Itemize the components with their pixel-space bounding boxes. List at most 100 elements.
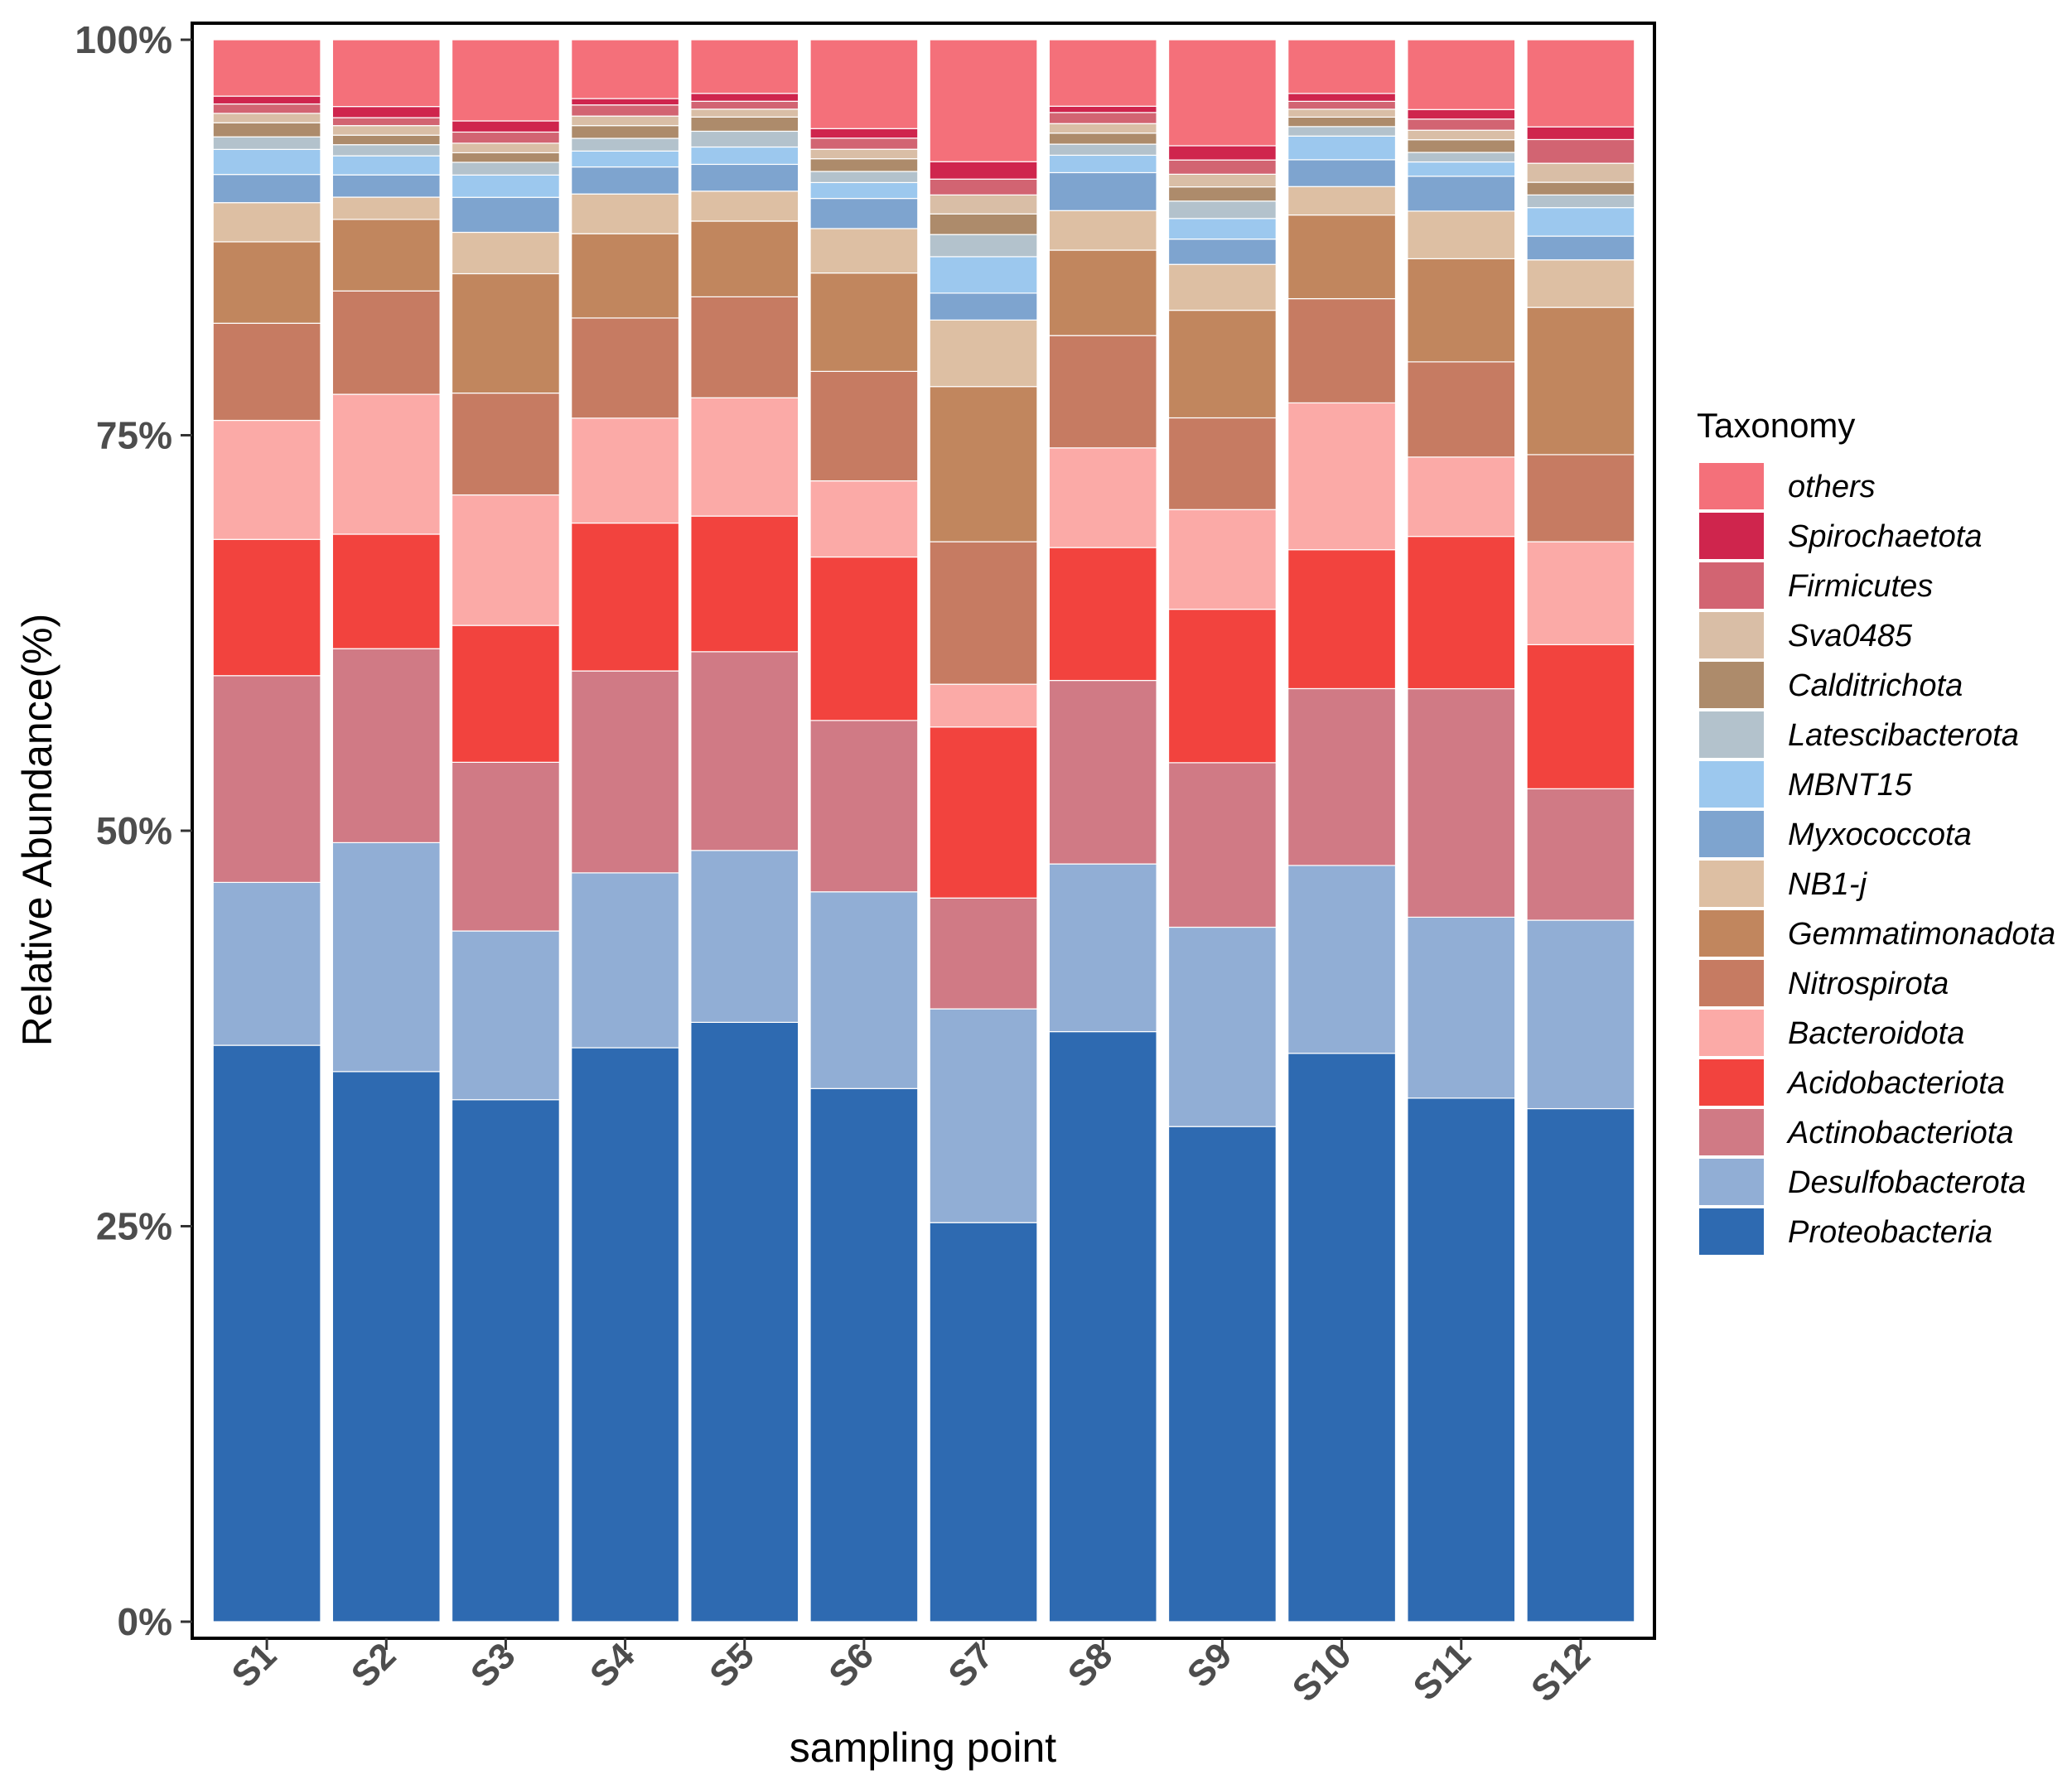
bar-segment-S9-Gemmatimonadota [1167, 310, 1277, 419]
bar-segment-S2-others [331, 39, 441, 108]
x-tick-label: S9 [1180, 1635, 1240, 1695]
legend-swatch-Myxococcota [1698, 809, 1765, 859]
legend-swatch-Calditrichota [1698, 660, 1765, 710]
bar-segment-S11-Nitrospirota [1407, 361, 1516, 458]
bar-segment-S10-Sva0485 [1287, 108, 1397, 118]
bar-segment-S12-MBNT15 [1526, 207, 1635, 237]
legend-swatch-Nitrospirota [1698, 958, 1765, 1008]
bar-segment-S3-Spirochaetota [451, 120, 560, 133]
legend-swatch-Bacteroidota [1698, 1008, 1765, 1058]
bar-segment-S6-Desulfobacterota [809, 891, 919, 1089]
bar-segment-S5-Firmicutes [690, 100, 799, 110]
bar-segment-S4-Acidobacteriota [571, 522, 680, 672]
bar-segment-S8-MBNT15 [1048, 154, 1157, 174]
bar-segment-S2-Calditrichota [331, 134, 441, 146]
bar-segment-S6-Sva0485 [809, 148, 919, 160]
legend-swatch-MBNT15 [1698, 759, 1765, 809]
bar-segment-S9-Sva0485 [1167, 173, 1277, 188]
x-tick-label: S7 [940, 1635, 1001, 1695]
bar-segment-S5-Spirochaetota [690, 93, 799, 102]
bar-segment-S9-others [1167, 39, 1277, 147]
bar-segment-S1-Calditrichota [212, 122, 321, 137]
bar-segment-S4-MBNT15 [571, 150, 680, 168]
bar-segment-S12-Firmicutes [1526, 138, 1635, 164]
bar-segment-S3-Gemmatimonadota [451, 272, 560, 394]
bar-segment-S11-others [1407, 39, 1516, 110]
x-tick-label: S10 [1285, 1635, 1360, 1709]
bar-segment-S4-Calditrichota [571, 125, 680, 139]
bar-segment-S9-NB1-j [1167, 263, 1277, 311]
bar-segment-S12-Myxococcota [1526, 235, 1635, 261]
bar-segment-S1-Sva0485 [212, 113, 321, 123]
bar-segment-S8-Myxococcota [1048, 171, 1157, 211]
bar-segment-S8-Calditrichota [1048, 133, 1157, 145]
bar-segment-S6-NB1-j [809, 228, 919, 274]
bar-segment-S12-Calditrichota [1526, 181, 1635, 195]
bar-segment-S4-others [571, 39, 680, 99]
bar-segment-S3-Acidobacteriota [451, 624, 560, 763]
legend-label-Bacteroidota: Bacteroidota [1788, 1016, 1964, 1051]
y-tick-label: 50% [96, 809, 172, 852]
y-tick-label: 75% [96, 414, 172, 457]
legend-swatch-Acidobacteriota [1698, 1058, 1765, 1107]
bar-segment-S3-Actinobacteriota [451, 761, 560, 932]
bar-segment-S6-Firmicutes [809, 137, 919, 150]
bar-segment-S12-Sva0485 [1526, 162, 1635, 183]
y-axis-title: Relative Abundance(%) [14, 614, 60, 1047]
bar-segment-S11-Myxococcota [1407, 176, 1516, 212]
bar-segment-S7-Actinobacteriota [929, 897, 1038, 1010]
bar-segment-S3-Myxococcota [451, 196, 560, 234]
bar-segment-S4-Sva0485 [571, 115, 680, 127]
bar-segment-S10-Calditrichota [1287, 116, 1397, 128]
legend-label-Proteobacteria: Proteobacteria [1788, 1215, 1992, 1250]
legend-label-NB1-j: NB1-j [1788, 867, 1868, 902]
bar-segment-S10-Desulfobacterota [1287, 865, 1397, 1054]
bar-segment-S9-MBNT15 [1167, 218, 1277, 240]
bar-segment-S4-Latescibacterota [571, 137, 680, 152]
bar-segment-S4-Spirochaetota [571, 98, 680, 106]
legend-label-Latescibacterota: Latescibacterota [1788, 718, 2019, 753]
bar-segment-S12-Gemmatimonadota [1526, 306, 1635, 456]
bar-segment-S4-Myxococcota [571, 166, 680, 195]
bar-segment-S6-Calditrichota [809, 158, 919, 172]
bar-segment-S5-MBNT15 [690, 146, 799, 166]
bar-segment-S2-Desulfobacterota [331, 841, 441, 1073]
bar-segment-S8-Actinobacteriota [1048, 679, 1157, 865]
bar-segment-S9-Acidobacteriota [1167, 608, 1277, 764]
bar-segment-S4-Desulfobacterota [571, 872, 680, 1049]
bar-segment-S9-Actinobacteriota [1167, 762, 1277, 928]
bar-segment-S8-NB1-j [1048, 210, 1157, 251]
bar-segment-S6-Proteobacteria [809, 1087, 919, 1623]
bar-segment-S6-Gemmatimonadota [809, 272, 919, 372]
legend-swatch-Desulfobacterota [1698, 1157, 1765, 1207]
bar-segment-S7-MBNT15 [929, 256, 1038, 294]
legend-swatch-Proteobacteria [1698, 1207, 1765, 1256]
x-tick-label: S11 [1406, 1635, 1479, 1708]
bar-segment-S7-Spirochaetota [929, 161, 1038, 180]
bar-segment-S10-Actinobacteriota [1287, 687, 1397, 866]
bar-segment-S7-Sva0485 [929, 194, 1038, 215]
bar-segment-S4-Actinobacteriota [571, 670, 680, 874]
bar-segment-S3-others [451, 39, 560, 122]
legend: Taxonomy others Spirochaetota Firmicutes Sv… [1697, 406, 2055, 1256]
bar-segment-S10-Myxococcota [1287, 159, 1397, 187]
bar-segment-S4-Nitrospirota [571, 317, 680, 419]
bar-segment-S1-Nitrospirota [212, 322, 321, 422]
bar-segment-S8-Acidobacteriota [1048, 547, 1157, 682]
legend-swatch-Firmicutes [1698, 561, 1765, 610]
bar-segment-S5-Myxococcota [690, 163, 799, 192]
bar-segment-S6-Latescibacterota [809, 171, 919, 184]
bar-segment-S3-Firmicutes [451, 131, 560, 144]
legend-label-Sva0485: Sva0485 [1788, 619, 1913, 653]
bar-segment-S2-Nitrospirota [331, 290, 441, 395]
bar-segment-S8-Proteobacteria [1048, 1030, 1157, 1623]
bar-segment-S4-Proteobacteria [571, 1047, 680, 1623]
bar-segment-S1-Firmicutes [212, 103, 321, 114]
legend-title: Taxonomy [1697, 406, 1855, 445]
bar-segment-S10-Nitrospirota [1287, 298, 1397, 404]
bar-segment-S8-Desulfobacterota [1048, 863, 1157, 1033]
y-tick-label: 25% [96, 1205, 172, 1248]
bar-segment-S7-Myxococcota [929, 292, 1038, 321]
bar-segment-S5-Sva0485 [690, 108, 799, 118]
